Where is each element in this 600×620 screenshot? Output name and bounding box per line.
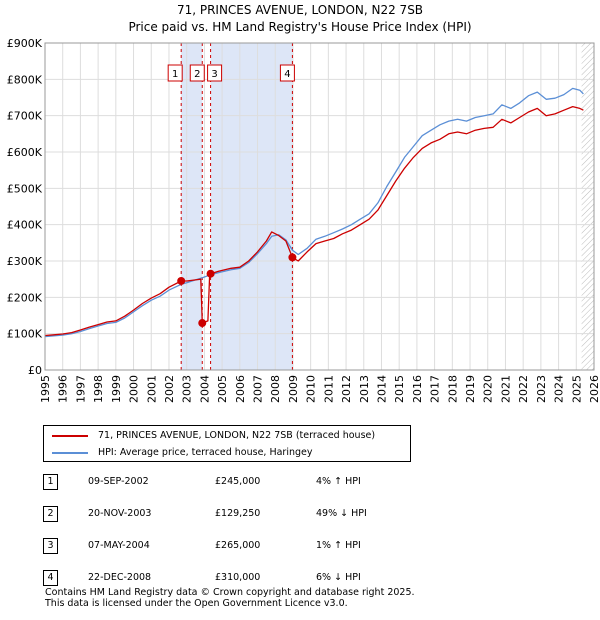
x-tick-label: 1996	[57, 375, 70, 403]
sale-label-1: 1	[167, 64, 183, 82]
y-tick-label: £0	[28, 364, 42, 377]
sale-point-2	[198, 319, 207, 328]
sale-point-1	[177, 276, 186, 285]
y-tick-label: £100K	[7, 328, 43, 341]
sale-row-4: 4 22-DEC-2008 £310,000 6% ↓ HPI	[0, 566, 600, 588]
legend-label-property: 71, PRINCES AVENUE, LONDON, N22 7SB (ter…	[98, 430, 376, 441]
sale-hpi-diff: 6% ↓ HPI	[316, 572, 361, 583]
sale-label-text: 2	[194, 69, 200, 80]
x-tick-label: 2016	[411, 375, 424, 403]
footer-line-1: Contains HM Land Registry data © Crown c…	[45, 587, 415, 598]
legend-label-hpi: HPI: Average price, terraced house, Hari…	[98, 447, 313, 458]
sale-label-box	[167, 64, 183, 82]
x-tick-label: 2014	[375, 375, 388, 403]
y-tick-label: £400K	[7, 219, 43, 232]
legend-item-hpi: HPI: Average price, terraced house, Hari…	[44, 444, 410, 462]
sale-row-2: 2 20-NOV-2003 £129,250 49% ↓ HPI	[0, 502, 600, 524]
sale-hpi-diff: 1% ↑ HPI	[316, 540, 361, 551]
hpi-line	[44, 87, 584, 338]
sale-label-text: 3	[211, 69, 217, 80]
sale-row-1: 1 09-SEP-2002 £245,000 4% ↑ HPI	[0, 470, 600, 492]
y-tick-label: £500K	[7, 182, 43, 195]
sale-date: 20-NOV-2003	[88, 508, 152, 519]
sale-date: 07-MAY-2004	[88, 540, 150, 551]
x-tick-label: 2009	[287, 375, 300, 403]
sale-label-box	[279, 64, 295, 82]
chart-subtitle: Price paid vs. HM Land Registry's House …	[128, 20, 471, 34]
sale-row-3: 3 07-MAY-2004 £265,000 1% ↑ HPI	[0, 534, 600, 556]
sale-number-badge: 1	[43, 474, 58, 490]
y-tick-label: £800K	[7, 73, 43, 86]
x-tick-label: 2007	[252, 375, 265, 403]
x-tick-label: 2012	[340, 375, 353, 403]
chart-legend: 71, PRINCES AVENUE, LONDON, N22 7SB (ter…	[43, 425, 411, 462]
sale-point-3	[206, 269, 215, 278]
x-tick-label: 1997	[74, 375, 87, 403]
sale-number-badge: 3	[43, 538, 58, 554]
legend-item-property: 71, PRINCES AVENUE, LONDON, N22 7SB (ter…	[44, 427, 410, 445]
sale-label-4: 4	[279, 64, 295, 82]
sale-hpi-diff: 4% ↑ HPI	[316, 476, 361, 487]
sale-label-box	[189, 64, 205, 82]
footer-line-2: This data is licensed under the Open Gov…	[45, 598, 348, 609]
x-tick-label: 2019	[464, 375, 477, 403]
sale-label-3: 3	[207, 64, 223, 82]
x-tick-label: 1998	[92, 375, 105, 403]
x-tick-label: 2022	[517, 375, 530, 403]
x-tick-label: 2018	[446, 375, 459, 403]
y-tick-label: £200K	[7, 291, 43, 304]
sale-date: 09-SEP-2002	[88, 476, 149, 487]
sale-number-badge: 2	[43, 506, 58, 522]
sale-point-4	[288, 253, 297, 262]
y-tick-label: £900K	[7, 37, 43, 50]
x-tick-label: 2001	[145, 375, 158, 403]
x-tick-label: 2002	[163, 375, 176, 403]
x-tick-label: 2006	[234, 375, 247, 403]
x-tick-label: 1995	[39, 375, 52, 403]
shaded-range-2	[210, 43, 293, 370]
y-tick-label: £300K	[7, 255, 43, 268]
sale-price: £129,250	[215, 508, 261, 519]
price-chart: 71, PRINCES AVENUE, LONDON, N22 7SB Pric…	[7, 3, 600, 403]
plot-area	[45, 43, 594, 370]
x-tick-label: 2011	[322, 375, 335, 403]
sale-hpi-diff: 49% ↓ HPI	[316, 508, 367, 519]
x-tick-label: 2000	[128, 375, 141, 403]
sale-number-badge: 4	[43, 570, 58, 586]
y-tick-label: £700K	[7, 110, 43, 123]
sale-price: £310,000	[215, 572, 261, 583]
x-tick-label: 2017	[429, 375, 442, 403]
x-tick-label: 2025	[570, 375, 583, 403]
sale-label-box	[207, 64, 223, 82]
legend-swatch-property	[52, 435, 88, 437]
x-tick-label: 2021	[499, 375, 512, 403]
x-tick-label: 2015	[393, 375, 406, 403]
plot-frame	[44, 42, 595, 371]
sale-label-text: 4	[284, 69, 290, 80]
x-tick-label: 2010	[305, 375, 318, 403]
x-tick-label: 2023	[535, 375, 548, 403]
x-tick-label: 2013	[358, 375, 371, 403]
property-price-line	[44, 105, 584, 337]
x-tick-label: 2005	[216, 375, 229, 403]
sale-price: £265,000	[215, 540, 261, 551]
sale-price: £245,000	[215, 476, 261, 487]
sale-label-2: 2	[189, 64, 205, 82]
legend-swatch-hpi	[52, 452, 88, 454]
x-tick-label: 2024	[553, 375, 566, 403]
forecast-hatch	[581, 43, 594, 370]
x-tick-label: 1999	[110, 375, 123, 403]
x-tick-label: 2004	[198, 375, 211, 403]
y-tick-label: £600K	[7, 146, 43, 159]
x-tick-label: 2020	[482, 375, 495, 403]
footer-attribution: Contains HM Land Registry data © Crown c…	[45, 587, 415, 609]
x-tick-label: 2003	[181, 375, 194, 403]
sale-label-text: 1	[172, 69, 178, 80]
x-tick-label: 2008	[269, 375, 282, 403]
sale-date: 22-DEC-2008	[88, 572, 152, 583]
chart-title: 71, PRINCES AVENUE, LONDON, N22 7SB	[177, 3, 423, 17]
x-tick-label: 2026	[588, 375, 600, 403]
